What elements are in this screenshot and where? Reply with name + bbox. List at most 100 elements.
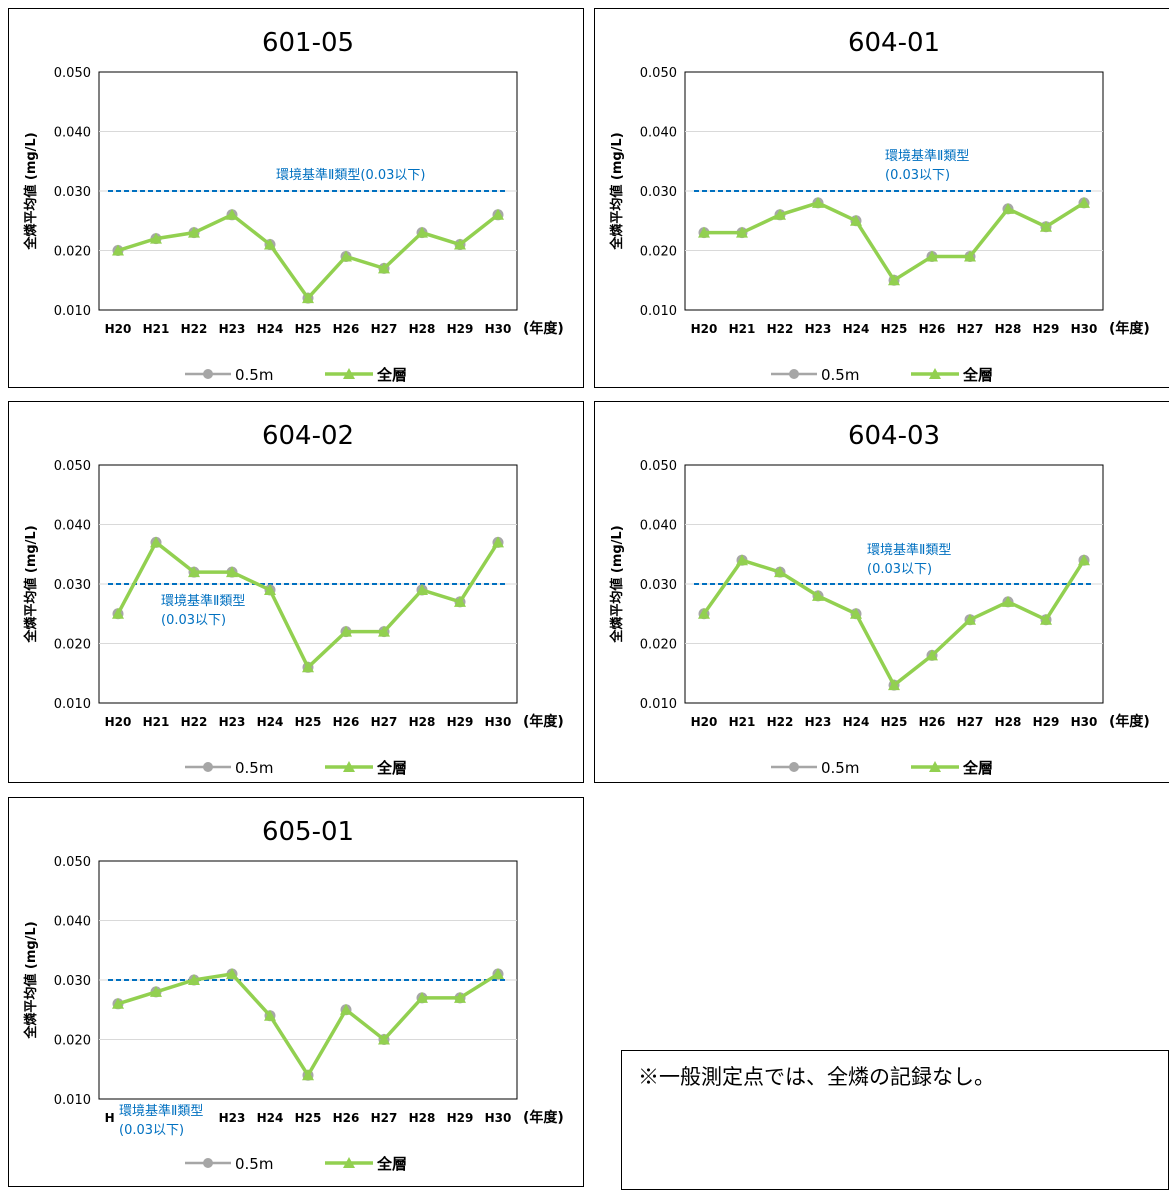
point-zenso: [416, 226, 428, 238]
chart-605-01: 605-01 0.010 0.020 0.030 0.040 0.050 全燐平均値 (mg…: [23, 817, 564, 1173]
point-zenso: [698, 607, 710, 619]
legend-label-0.5m: 0.5m: [235, 759, 273, 777]
x-tick-label: H23: [805, 715, 832, 729]
point-zenso: [926, 649, 938, 661]
standard-label-bg: [115, 1101, 217, 1141]
point-zenso: [1002, 202, 1014, 214]
point-zenso: [1078, 554, 1090, 566]
x-tick-label: H27: [957, 715, 984, 729]
point-zenso: [188, 226, 200, 238]
standard-label-bg: [157, 591, 259, 631]
x-tick-label: H21: [143, 715, 170, 729]
x-tick-label: H22: [181, 322, 208, 336]
x-tick-label: H30: [485, 1111, 512, 1125]
note-box: ※一般測定点では、全燐の記録なし。: [621, 1050, 1169, 1190]
y-axis-label: 全燐平均値 (mg/L): [23, 921, 39, 1039]
point-zenso: [226, 968, 238, 980]
x-tick-label: H27: [371, 322, 398, 336]
y-tick-label: 0.040: [640, 519, 677, 534]
x-tick-label: H26: [333, 715, 360, 729]
chart-601-05: 601-05 0.010 0.020 0.030 0.040 0.050 全燐平均値 (mg…: [23, 28, 564, 384]
legend-label-0.5m: 0.5m: [235, 1155, 273, 1173]
y-tick-label: 0.050: [54, 66, 91, 81]
point-zenso: [1040, 613, 1052, 625]
legend-marker-0.5m: [203, 762, 213, 772]
point-zenso: [698, 226, 710, 238]
standard-label: 環境基準Ⅱ類型: [161, 593, 245, 609]
point-zenso: [964, 613, 976, 625]
x-tick-label: H25: [881, 322, 908, 336]
y-tick-label: 0.040: [54, 915, 91, 930]
y-tick-label: 0.030: [640, 185, 677, 200]
legend-label-0.5m: 0.5m: [821, 759, 859, 777]
point-zenso: [926, 250, 938, 262]
point-zenso: [340, 250, 352, 262]
legend-label-zenso: 全層: [376, 759, 407, 777]
point-zenso: [226, 566, 238, 578]
point-zenso: [850, 607, 862, 619]
point-zenso: [378, 1033, 390, 1045]
x-tick-label: H24: [843, 715, 870, 729]
point-zenso: [492, 536, 504, 548]
x-tick-label: H23: [219, 322, 246, 336]
chart-panel-605-01: 605-01 0.010 0.020 0.030 0.040 0.050 全燐平均値 (mg…: [8, 797, 584, 1187]
point-zenso: [492, 968, 504, 980]
standard-label-bg: [863, 540, 965, 580]
x-tick-label: H22: [767, 322, 794, 336]
standard-label: (0.03以下): [119, 1123, 184, 1138]
x-tick-label: H21: [729, 715, 756, 729]
x-tick-label: H29: [447, 715, 474, 729]
chart-title: 605-01: [262, 817, 354, 847]
standard-label-bg: [881, 146, 983, 186]
y-tick-label: 0.020: [640, 638, 677, 653]
x-axis-unit: (年度): [1109, 320, 1150, 337]
point-zenso: [888, 274, 900, 286]
x-tick-label: H20: [691, 715, 718, 729]
point-zenso: [1002, 595, 1014, 607]
chart-panel-601-05: 601-05 0.010 0.020 0.030 0.040 0.050 全燐平均値 (mg…: [8, 8, 584, 388]
point-zenso: [774, 208, 786, 220]
legend-marker-zenso: [343, 368, 355, 379]
x-tick-label: H26: [333, 322, 360, 336]
x-tick-label: H30: [1071, 715, 1098, 729]
x-tick-label: H27: [957, 322, 984, 336]
x-tick-label: H23: [219, 1111, 246, 1125]
point-zenso: [188, 974, 200, 985]
point-zenso: [812, 589, 824, 601]
point-zenso: [264, 1009, 276, 1021]
series-line-zenso: [704, 201, 1085, 283]
y-tick-label: 0.010: [54, 1093, 91, 1108]
series-line-0.5m: [117, 213, 499, 301]
x-tick-label: H20: [105, 715, 132, 729]
x-tick-label: H21: [729, 322, 756, 336]
legend-marker-0.5m: [203, 369, 213, 379]
standard-label: (0.03以下): [867, 562, 932, 577]
point-zenso: [264, 238, 276, 250]
chart-panel-604-02: 604-02 0.010 0.020 0.030 0.040 0.050 全燐平均値 (mg…: [8, 401, 584, 783]
x-axis-unit: (年度): [523, 713, 564, 730]
x-tick-label: H22: [767, 715, 794, 729]
y-tick-label: 0.020: [54, 638, 91, 653]
legend-marker-zenso: [343, 1157, 355, 1168]
point-zenso: [454, 595, 466, 607]
legend-label-zenso: 全層: [962, 759, 993, 777]
legend-label-zenso: 全層: [962, 366, 993, 384]
x-tick-label: H24: [257, 715, 284, 729]
standard-label: 環境基準Ⅱ類型(0.03以下): [276, 167, 426, 183]
y-tick-label: 0.030: [54, 974, 91, 989]
point-zenso: [416, 583, 428, 595]
x-tick-label: H26: [333, 1111, 360, 1125]
chart-604-02: 604-02 0.010 0.020 0.030 0.040 0.050 全燐平均値 (mg…: [23, 421, 564, 777]
standard-label: (0.03以下): [161, 613, 226, 628]
point-zenso: [378, 262, 390, 274]
point-zenso: [888, 679, 900, 691]
x-tick-label: H29: [447, 322, 474, 336]
point-zenso: [150, 232, 162, 244]
y-axis-label: 全燐平均値 (mg/L): [23, 132, 39, 250]
chart-title: 601-05: [262, 28, 354, 58]
x-tick-label: H24: [257, 1111, 284, 1125]
legend-label-0.5m: 0.5m: [235, 366, 273, 384]
x-tick-label: H21: [143, 322, 170, 336]
x-tick-label: H26: [919, 322, 946, 336]
legend-label-zenso: 全層: [376, 1155, 407, 1173]
